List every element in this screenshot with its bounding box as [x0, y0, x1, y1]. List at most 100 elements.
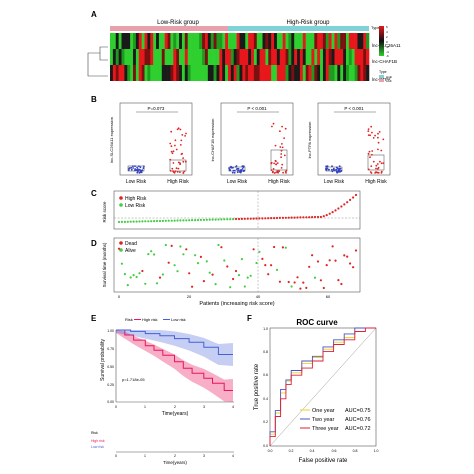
boxplot-point-low: [233, 171, 236, 174]
heatmap-cell: [118, 33, 122, 49]
heatmap-cell: [271, 65, 275, 81]
km-line-low-risk: [116, 329, 233, 355]
status-point-dead: [278, 280, 281, 283]
risk-point-low: [117, 220, 121, 224]
heatmap-cell: [348, 33, 353, 49]
risk-point-high: [346, 201, 349, 204]
heatmap-cell: [173, 33, 177, 49]
roc-xtick-1: 0.2: [289, 449, 294, 453]
heatmap-cell: [118, 49, 122, 65]
risk-table-xtick-3: 3: [203, 454, 205, 458]
heatmap-cell: [202, 65, 206, 81]
risk-point-high: [343, 203, 346, 206]
roc-legend-name-3: Three year: [312, 426, 339, 432]
heatmap-cell: [199, 65, 203, 81]
heatmap-cell: [253, 49, 258, 65]
boxplot-point-high: [177, 161, 180, 164]
status-point-alive: [150, 250, 153, 253]
heatmap-cell: [271, 33, 275, 49]
heatmap-cell: [144, 65, 148, 81]
heatmap-cell: [222, 49, 226, 65]
heatmap-cell: [334, 65, 338, 81]
risk-legend-high-dot: [119, 196, 123, 200]
risk-point-high: [264, 217, 267, 220]
boxplot-point-low: [243, 169, 246, 172]
status-point-dead: [302, 281, 305, 284]
heatmap-cell: [216, 65, 220, 81]
heatmap-cell: [334, 33, 338, 49]
status-xtick-40: 40: [256, 294, 261, 299]
status-point-dead: [264, 264, 267, 267]
boxplot-point-high: [371, 150, 374, 152]
boxplot-1-pvalue: P=0.073: [148, 106, 165, 111]
heatmap-cell: [271, 49, 275, 65]
heatmap-cell: [167, 49, 171, 65]
status-point-alive: [135, 275, 138, 279]
heatmap-cell: [193, 33, 197, 49]
heatmap-cell: [213, 33, 217, 49]
boxplot-point-high: [377, 141, 380, 144]
status-point-dead: [334, 259, 337, 262]
risk-point-high: [319, 215, 322, 219]
boxplot-point-high: [378, 131, 381, 133]
heatmap-cell: [187, 65, 191, 81]
roc-ytick-1: 0.2: [263, 420, 268, 424]
heatmap-cell: [222, 33, 226, 49]
heatmap-cell: [202, 33, 206, 49]
heatmap-cell: [153, 49, 157, 65]
boxplot-point-high: [369, 134, 371, 137]
heatmap-cell: [259, 49, 263, 65]
status-point-dead: [331, 245, 334, 248]
km-xtick-1: 1: [144, 405, 146, 409]
status-point-dead: [337, 279, 340, 282]
boxplot-point-high: [271, 125, 273, 128]
boxplot-point-low: [235, 165, 238, 167]
status-point-alive: [194, 254, 197, 257]
boxplot-3-xtick-low: Low Risk: [324, 179, 345, 185]
boxplot-point-high: [367, 130, 370, 133]
heatmap-cell: [144, 49, 148, 65]
boxplot-point-low: [331, 170, 334, 173]
heatmap-cell: [236, 65, 240, 81]
status-point-dead: [349, 262, 352, 265]
heatmap-cell: [170, 65, 174, 81]
heatmap-cell: [176, 33, 180, 49]
boxplot-1-ylabel: lnc-SLC26A11 expression: [109, 117, 114, 163]
risk-point-high: [349, 198, 352, 201]
status-point-dead: [167, 261, 170, 264]
boxplot-point-high: [376, 171, 379, 174]
status-point-alive: [275, 268, 279, 271]
status-legend-dead-dot: [119, 241, 123, 245]
risk-point-high: [308, 216, 311, 219]
risk-point-low: [208, 218, 211, 221]
group-bar-low: [110, 26, 228, 31]
risk-point-high: [287, 216, 290, 219]
roc-yticks: 0.0 0.2 0.4 0.6 0.8 1.0: [263, 327, 268, 448]
heatmap-cell: [233, 65, 237, 81]
boxplot-point-high: [379, 160, 381, 163]
heatmap-cell: [294, 65, 298, 81]
boxplot-point-low: [228, 167, 231, 170]
boxplot-point-high: [375, 164, 378, 167]
heatmap-cell: [248, 33, 252, 49]
heatmap-cell: [184, 65, 188, 81]
boxplot-1-box-high: [169, 159, 187, 172]
km-pvalue: p=1.718e-05: [122, 377, 145, 382]
scale-tick-2: 4: [386, 30, 388, 34]
boxplot-point-low: [240, 169, 243, 171]
status-point-dead: [308, 265, 311, 268]
km-xticks: 0 1 2 3 4: [115, 405, 234, 409]
status-xtick-0: 0: [118, 294, 121, 299]
heatmap-cell: [357, 33, 361, 49]
heatmap-cell: [325, 65, 330, 81]
risk-legend-high: High Risk: [125, 196, 147, 202]
risk-point-high: [281, 216, 284, 219]
heatmap-cell: [202, 49, 206, 65]
boxplot-point-high: [375, 171, 377, 173]
risk-point-high: [354, 193, 358, 197]
boxplot-3-frame: [317, 102, 391, 176]
boxplot-point-low: [237, 167, 240, 170]
boxplot-point-high: [169, 158, 172, 161]
heatmap-cell: [282, 49, 286, 65]
boxplot-point-high: [171, 167, 174, 170]
